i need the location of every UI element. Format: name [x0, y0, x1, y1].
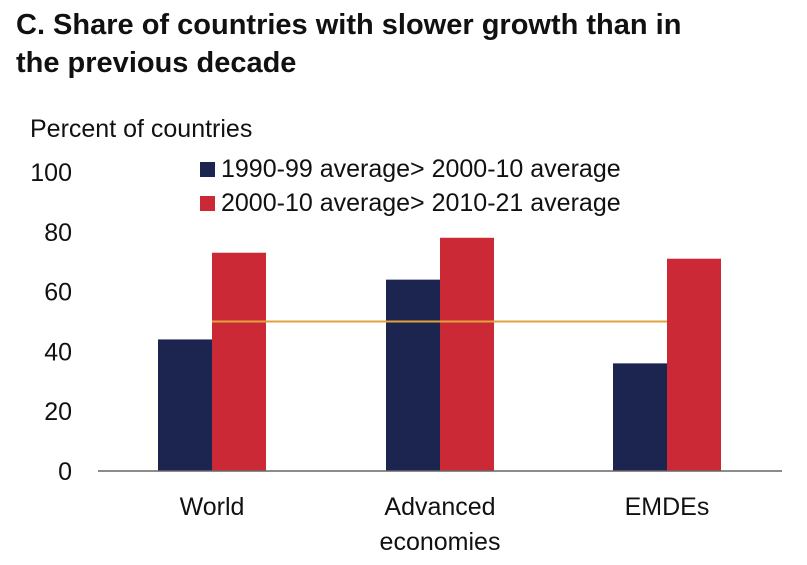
x-category-label: Advanced [384, 493, 495, 521]
bar-2-1 [212, 252, 266, 471]
x-category-label: World [180, 493, 245, 521]
y-tick-label: 20 [44, 398, 72, 426]
legend: 1990-99 average> 2000-10 average 2000-10… [200, 152, 621, 220]
bar-1-2 [386, 279, 440, 471]
legend-item-series-2: 2000-10 average> 2010-21 average [200, 186, 621, 220]
y-tick-label: 0 [58, 458, 72, 486]
y-tick-label: 80 [44, 219, 72, 247]
y-tick-label: 100 [30, 159, 72, 187]
bar-2-3 [667, 258, 721, 471]
chart-title: C. Share of countries with slower growth… [16, 6, 796, 82]
legend-label-series-2: 2000-10 average> 2010-21 average [221, 188, 621, 217]
x-category-label: economies [380, 528, 501, 556]
bar-1-3 [613, 363, 667, 471]
y-axis-label: Percent of countries [30, 115, 253, 143]
y-tick-label: 60 [44, 279, 72, 307]
legend-label-series-1: 1990-99 average> 2000-10 average [221, 154, 621, 183]
bar-1-1 [158, 339, 212, 471]
chart-title-line-2: the previous decade [16, 47, 297, 79]
legend-swatch-series-1 [200, 161, 215, 177]
chart-title-line-1: C. Share of countries with slower growth… [16, 9, 682, 41]
bar-2-2 [440, 237, 494, 471]
legend-swatch-series-2 [200, 195, 215, 211]
legend-item-series-1: 1990-99 average> 2000-10 average [200, 152, 621, 186]
x-category-label: EMDEs [625, 493, 710, 521]
y-tick-label: 40 [44, 338, 72, 366]
